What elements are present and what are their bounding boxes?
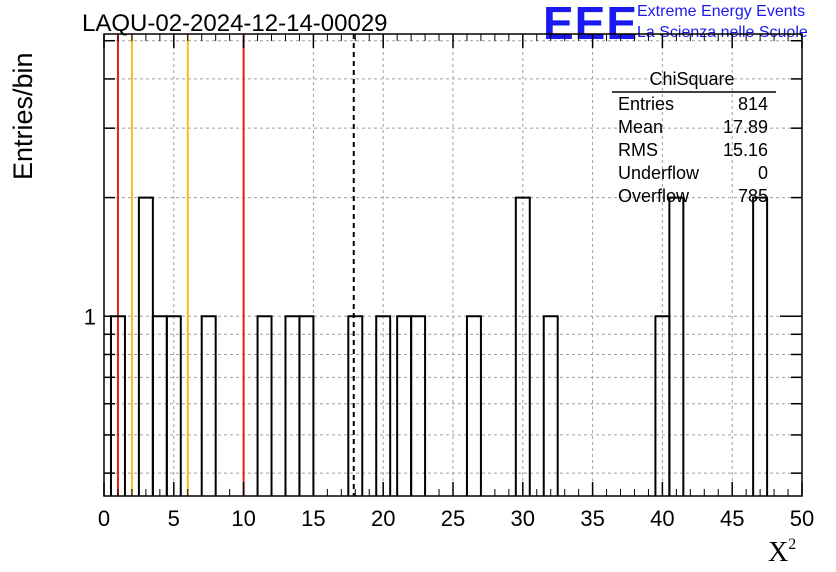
- histogram-layer: [109, 196, 769, 496]
- histogram-bar: [165, 315, 182, 496]
- histogram-bar: [668, 196, 685, 496]
- x-tick-label: 20: [371, 506, 395, 531]
- histogram-bar: [752, 196, 769, 496]
- x-tick-label: 5: [168, 506, 180, 531]
- grid-layer: [104, 34, 802, 496]
- x-tick-label: 50: [790, 506, 814, 531]
- histogram-bar: [396, 315, 413, 496]
- stats-row-label: Underflow: [618, 163, 700, 183]
- x-axis-label-sup: 2: [788, 536, 797, 553]
- histogram-bar: [347, 315, 364, 496]
- histogram-bar: [151, 315, 168, 496]
- stats-row-value: 15.16: [723, 140, 768, 160]
- stats-rows: Entries 814 Mean 17.89 RMS 15.16 Underflow 0 Ove…: [618, 94, 768, 206]
- ticks-layer: 0 5 10 15 20 25 30 35 40 45 50 1: [84, 34, 814, 531]
- x-tick-label: 30: [511, 506, 535, 531]
- histogram-bar: [375, 315, 392, 496]
- stats-row-value: 785: [738, 186, 768, 206]
- histogram-bar: [284, 315, 301, 496]
- x-tick-label: 10: [231, 506, 255, 531]
- histogram-bar: [256, 315, 273, 496]
- histogram-bar: [465, 315, 482, 496]
- reference-lines-layer: [116, 34, 355, 496]
- chart-title: LAQU-02-2024-12-14-00029: [82, 10, 388, 37]
- x-tick-label: 40: [650, 506, 674, 531]
- stats-row-label: Mean: [618, 117, 663, 137]
- logo-line-1: Extreme Energy Events: [637, 3, 806, 20]
- histogram-bar: [200, 315, 217, 496]
- stats-box-title: ChiSquare: [649, 69, 734, 89]
- stats-row-value: 17.89: [723, 117, 768, 137]
- stats-row-value: 0: [758, 163, 768, 183]
- stats-row-label: Overflow: [618, 186, 690, 206]
- x-axis-label-main: X: [768, 537, 789, 568]
- x-tick-label: 25: [441, 506, 465, 531]
- y-tick-label: 1: [84, 304, 96, 329]
- histogram-bar: [298, 315, 315, 496]
- histogram-bar: [137, 196, 154, 496]
- x-axis-label: X2: [768, 536, 796, 569]
- stats-box: ChiSquare Entries 814 Mean 17.89 RMS 15.16 Und…: [612, 69, 776, 206]
- histogram-bar: [514, 196, 531, 496]
- histogram-bar: [410, 315, 427, 496]
- stats-row-label: Entries: [618, 94, 674, 114]
- histogram-bar: [542, 315, 559, 496]
- x-tick-label: 0: [98, 506, 110, 531]
- logo-line-2: La Scienza nelle Scuole: [637, 24, 808, 41]
- stats-row-value: 814: [738, 94, 768, 114]
- eee-logo: EEE Extreme Energy Events La Scienza nel…: [541, 0, 836, 49]
- x-tick-label: 35: [580, 506, 604, 531]
- x-tick-label: 45: [720, 506, 744, 531]
- x-tick-label: 15: [301, 506, 325, 531]
- stats-row-label: RMS: [618, 140, 658, 160]
